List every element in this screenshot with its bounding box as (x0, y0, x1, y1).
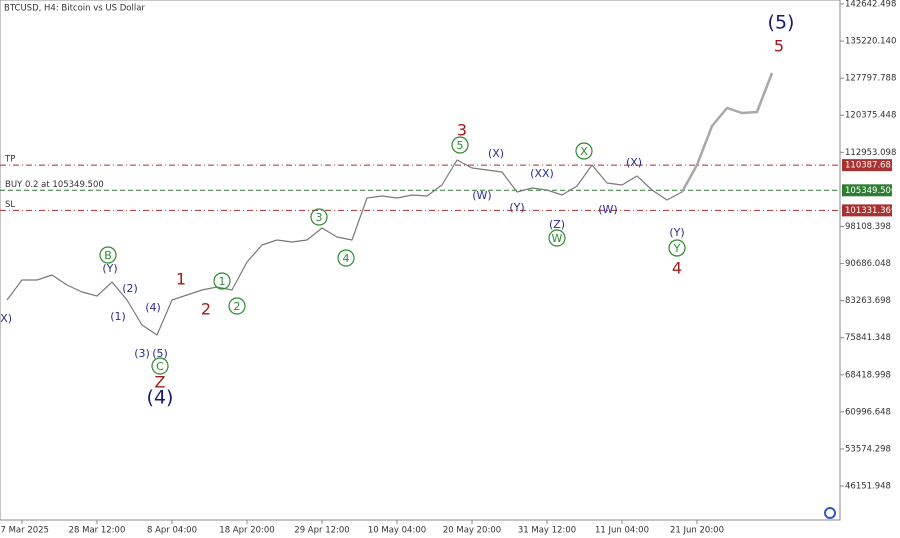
y-tick-label: 60996.648 (845, 407, 891, 417)
y-tick-label: 68418.998 (845, 370, 891, 380)
wave-label: (2) (122, 282, 138, 295)
wave-label: (5) (768, 12, 795, 34)
wave-label: 1 (176, 270, 186, 289)
wave-circle (451, 136, 469, 154)
wave-label: (5) (152, 347, 168, 360)
wave-label: (3) (134, 347, 150, 360)
y-tick-label: 135220.140 (845, 37, 896, 47)
wave-circle (99, 246, 117, 264)
wave-label: (W) (598, 203, 617, 216)
wave-label: 3 (316, 211, 323, 224)
price-line (680, 72, 774, 193)
x-tick-label: 11 Jun 04:00 (595, 526, 649, 536)
y-tick-label: 83263.698 (845, 296, 891, 306)
price-tag-label: 105349.500 (845, 186, 896, 196)
x-tick-label: 28 Mar 12:00 (69, 526, 126, 536)
y-tick-label: 90686.048 (845, 259, 891, 269)
wave-circle (151, 357, 169, 375)
scroll-icon[interactable] (824, 507, 836, 519)
price-line (6, 159, 683, 336)
x-tick-label: 17 Mar 2025 (0, 526, 49, 536)
y-tick-label: 120375.448 (845, 111, 896, 121)
x-tick-label: 10 May 04:00 (368, 526, 426, 536)
y-tick-label: 46151.948 (845, 482, 891, 492)
wave-circle (337, 249, 355, 267)
price-tag (842, 159, 892, 172)
wave-label: Z (155, 373, 166, 392)
wave-label: (Y) (509, 201, 524, 214)
wave-label: X (580, 145, 588, 158)
wave-label: W (552, 232, 563, 245)
wave-label: 2 (201, 300, 211, 319)
wave-label: 4 (343, 252, 350, 265)
x-tick-label: 29 Apr 12:00 (294, 526, 349, 536)
wave-label: (X) (488, 147, 504, 160)
wave-label: 2 (234, 300, 241, 313)
plot-frame (0, 0, 841, 521)
price-tag-label: 110387.683 (845, 161, 896, 171)
level-name: BUY 0.2 at 105349.500 (5, 180, 104, 190)
y-tick-label: 112953.098 (845, 148, 896, 158)
wave-circle (668, 239, 686, 257)
wave-label: Y (673, 242, 681, 255)
price-tag (842, 184, 892, 197)
wave-label: (1) (110, 310, 126, 323)
wave-label: 5 (774, 37, 784, 56)
level-name: TP (4, 155, 15, 165)
wave-label: 1 (219, 275, 226, 288)
wave-label: B (104, 249, 112, 262)
x-tick-label: 8 Apr 04:00 (147, 526, 197, 536)
wave-circle (310, 208, 328, 226)
wave-label: (Z) (549, 218, 565, 231)
wave-circle (213, 272, 231, 290)
x-tick-label: 18 Apr 20:00 (219, 526, 274, 536)
wave-label: (Y) (669, 226, 684, 239)
wave-circle (575, 142, 593, 160)
y-tick-label: 127797.788 (845, 74, 896, 84)
wave-label: (Y) (102, 262, 117, 275)
x-tick-label: 31 May 12:00 (518, 526, 576, 536)
wave-label: 5 (457, 139, 464, 152)
wave-label: (X) (626, 156, 642, 169)
wave-label: (X) (0, 312, 12, 325)
wave-label: 3 (457, 121, 467, 140)
wave-circle (228, 297, 246, 315)
y-tick-label: 75841.348 (845, 333, 891, 343)
price-tag-label: 101331.369 (845, 206, 896, 216)
y-tick-label: 98108.398 (845, 222, 891, 232)
x-tick-label: 20 May 20:00 (443, 526, 501, 536)
price-tag (842, 204, 892, 217)
x-tick-label: 21 Jun 20:00 (670, 526, 724, 536)
wave-circle (548, 229, 566, 247)
chart-title: BTCUSD, H4: Bitcoin vs US Dollar (4, 4, 145, 14)
wave-label: (W) (472, 189, 491, 202)
y-tick-label: 53574.298 (845, 444, 891, 454)
wave-label: 4 (672, 259, 682, 278)
wave-label: C (156, 360, 164, 373)
wave-label: (4) (145, 301, 161, 314)
wave-label: (XX) (530, 167, 554, 180)
level-name: SL (5, 200, 15, 210)
y-tick-label: 142642.498 (845, 0, 896, 10)
wave-label: (4) (147, 387, 174, 409)
